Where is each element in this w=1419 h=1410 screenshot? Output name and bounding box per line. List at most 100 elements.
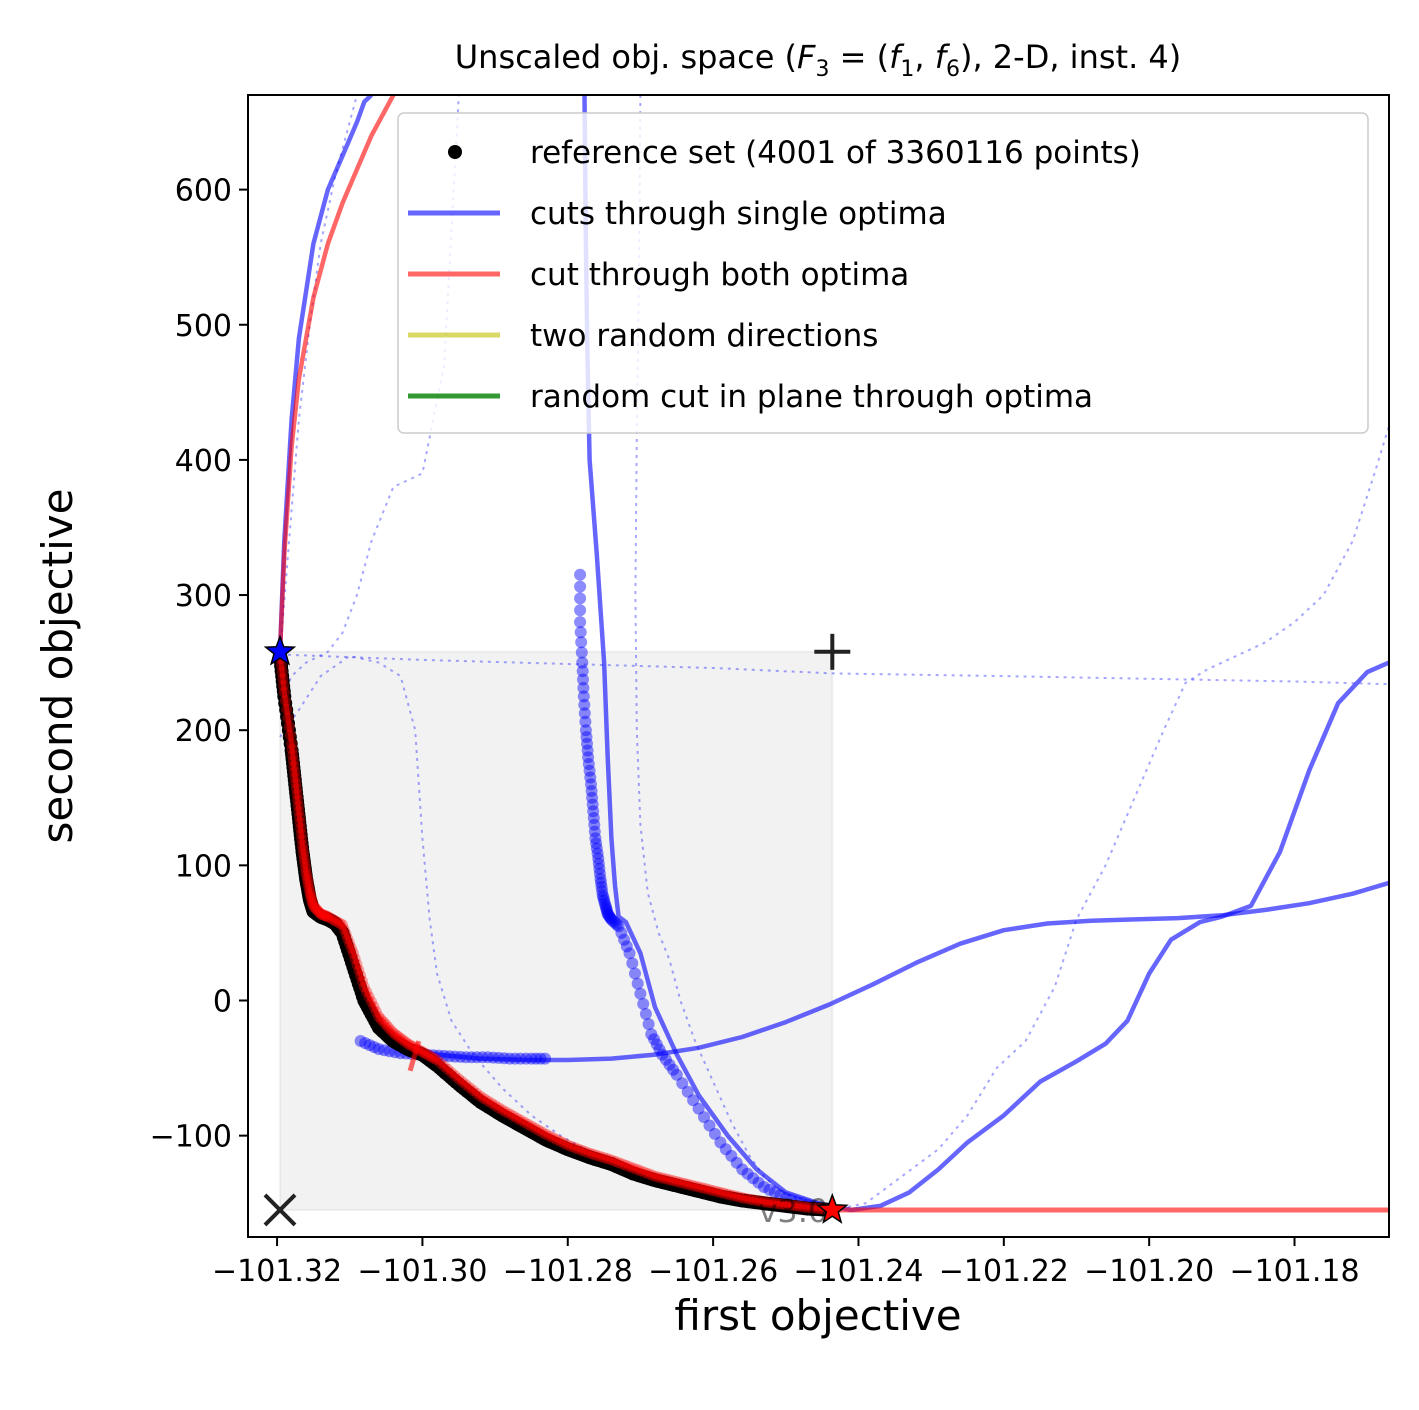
cut-both-optima-dot	[758, 1196, 770, 1208]
cut-both-optima-dot	[674, 1177, 686, 1188]
cut-both-optima-dot	[798, 1201, 810, 1213]
cut-both-optima-dot	[486, 1097, 497, 1109]
cut-both-optima-dot	[315, 908, 327, 920]
cut-both-optima-dot	[765, 1197, 777, 1209]
cut-both-optima-dot	[471, 1088, 483, 1099]
cut-both-optima-dot	[642, 1168, 654, 1179]
dot-cut-single-dots	[603, 910, 616, 923]
cut-both-optima-dot	[306, 893, 318, 905]
dot-cut-single-dots	[583, 764, 596, 777]
cut-both-optima-dot	[685, 1179, 697, 1191]
cut-both-optima-dot	[660, 1173, 672, 1185]
dot-cut-single-dots	[604, 912, 617, 925]
cut-both-optima-dot	[375, 1013, 387, 1025]
cut-both-optima-dot	[316, 908, 328, 920]
cut-both-optima-dot	[426, 1051, 438, 1063]
dot-cut-single-dots	[752, 1176, 765, 1189]
cut-both-optima-dot	[357, 975, 368, 987]
y-tick-label: 100	[175, 849, 232, 884]
dot-cut-single-dots	[577, 673, 589, 686]
dot-cut-single-dots	[579, 724, 592, 737]
dot-cut-single-flat-dots	[368, 1041, 381, 1054]
cut-both-optima-dot	[722, 1188, 734, 1200]
dot-cut-single-dots	[620, 940, 633, 953]
cut-both-optima-dot	[387, 1027, 399, 1039]
cut-both-optima-dot	[303, 883, 315, 895]
dot-cut-single-dots	[576, 656, 589, 669]
dot-cut-single-dots	[586, 798, 599, 811]
dot-cut-single-dots	[639, 1008, 652, 1020]
dot-cut-single-dots	[607, 915, 620, 928]
x-axis-label: first objective	[674, 1291, 961, 1340]
dot-cut-single-dots	[609, 916, 621, 929]
dot-cut-single-dots	[589, 832, 602, 845]
dot-cut-single-flat-dots	[476, 1051, 489, 1064]
cut-both-optima-dot	[547, 1132, 559, 1144]
dot-cut-single-flat-dots	[530, 1052, 542, 1065]
cut-both-optima-dot	[314, 907, 325, 919]
dot-cut-single-flat-dots	[520, 1052, 532, 1065]
legend-box	[397, 112, 1369, 434]
cut-both-optima-dot	[351, 959, 363, 970]
dot-cut-single-dots	[574, 604, 587, 617]
dot-cut-single-flat-dots	[465, 1051, 478, 1064]
cut-both-optima-dot	[276, 666, 288, 678]
cut-both-optima-dot	[562, 1139, 574, 1151]
cut-both-optima-dot	[736, 1192, 748, 1204]
cut-both-optima-dot	[762, 1196, 774, 1208]
cut-both-optima-dot	[358, 981, 370, 993]
cut-both-optima-dot	[707, 1185, 719, 1197]
cut-both-optima-dot	[294, 811, 305, 823]
y-tick-label: 500	[175, 309, 232, 344]
cut-both-optima-dot	[507, 1110, 519, 1122]
cut-both-optima-dot	[529, 1122, 541, 1134]
dot-cut-single-dots	[581, 737, 593, 750]
cut-both-optima-dot	[312, 905, 324, 917]
legend-label: two random directions	[530, 318, 878, 354]
dot-cut-single-dots	[631, 977, 644, 990]
cut-both-optima-dot	[338, 924, 350, 935]
dot-cut-single-flat-dots	[492, 1051, 505, 1064]
cut-both-optima-dot	[368, 1001, 380, 1013]
cut-both-optima-dot	[711, 1186, 723, 1197]
dot-cut-single-dots	[582, 751, 595, 764]
cut-both-optima-dot	[620, 1159, 632, 1171]
dot-cut-single-dots	[659, 1053, 672, 1066]
cut-both-optima-dot	[278, 680, 290, 692]
cut-both-optima-dot	[500, 1106, 512, 1118]
version-watermark: v3.0	[758, 1192, 828, 1230]
cut-both-optima-dot	[747, 1194, 759, 1206]
cut-both-optima-dot	[496, 1104, 508, 1116]
dot-cut-single-flat-dots	[454, 1050, 467, 1063]
x-tick-label: −101.26	[648, 1254, 778, 1289]
cut-both-optima-dot	[460, 1079, 472, 1091]
plot-area	[273, 95, 1389, 1217]
x-tick-label: −101.22	[939, 1254, 1069, 1289]
cut-both-optima-dot	[689, 1180, 701, 1192]
dot-cut-single-dots	[730, 1156, 743, 1169]
cut-both-optima-dot	[725, 1189, 737, 1201]
dot-cut-single-flat-dots	[539, 1052, 552, 1065]
cut-both-optima-dot	[751, 1195, 763, 1206]
x-tick-label: −101.32	[212, 1254, 342, 1289]
dot-cut-single-dots	[578, 707, 591, 720]
dot-cut-single-dots	[590, 842, 603, 855]
x-tick-label: −101.20	[1084, 1254, 1214, 1289]
dominated-region	[278, 650, 834, 1211]
dot-cut-single-dots	[602, 909, 615, 922]
cut-both-optima-dot	[353, 964, 365, 976]
y-axis: −100 0 100 200 300 400 500 600	[150, 174, 248, 1155]
dot-cut-single-dots	[597, 891, 610, 904]
dot-cut-single-flat-dots	[525, 1052, 538, 1065]
cut-both-optima-dot	[302, 876, 314, 888]
dot-cut-single-dots	[612, 920, 625, 933]
cut-both-optima-dot	[419, 1047, 431, 1059]
cut-both-optima-dot	[587, 1148, 599, 1160]
dot-cut-single-dots	[714, 1136, 727, 1149]
optimum-2-star	[815, 1192, 849, 1224]
dot-cut-single-dots	[653, 1043, 666, 1056]
cut-both-optima-dot	[332, 916, 344, 928]
cut-both-optima-dot	[627, 1162, 639, 1174]
dot-cut-single-dots	[581, 744, 594, 757]
